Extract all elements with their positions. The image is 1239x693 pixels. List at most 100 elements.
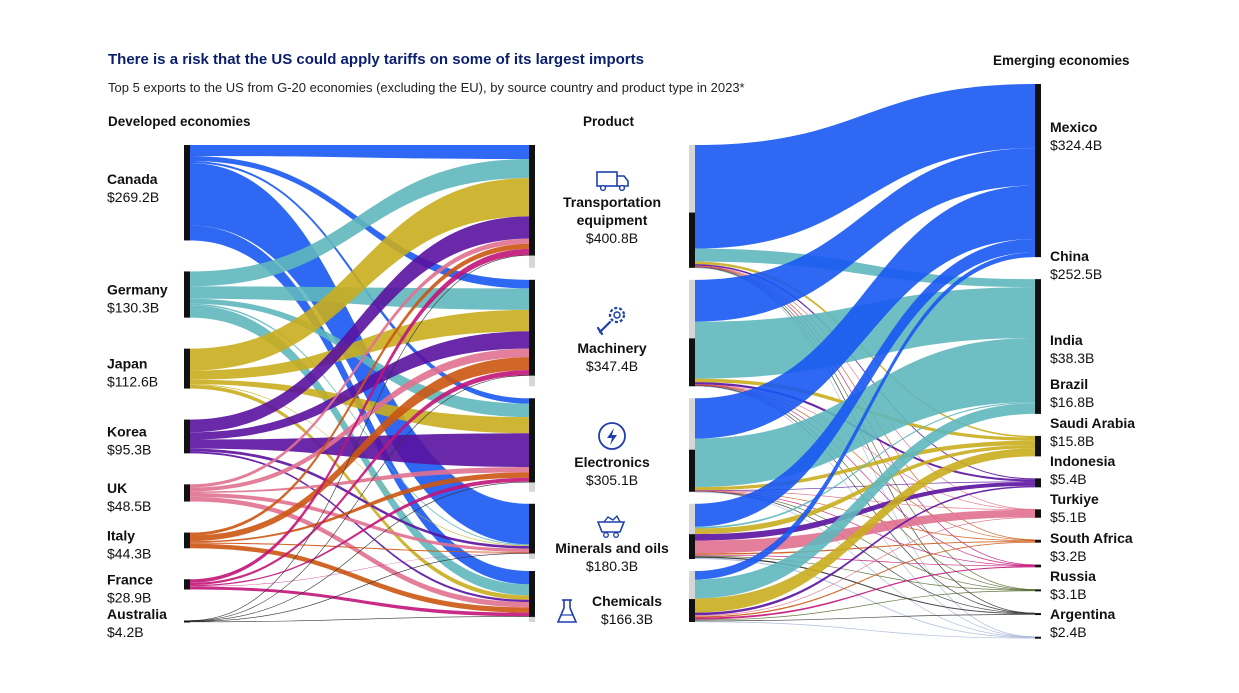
flow-japan-to-machinery xyxy=(190,309,529,380)
italy-value: $44.3B xyxy=(107,545,151,561)
flow-chemicals-to-saudi-arabia xyxy=(694,517,1036,617)
france-label: France xyxy=(107,571,153,587)
flow-italy-to-electronics xyxy=(190,472,529,543)
product-track-right-minerals-and-oils xyxy=(689,503,695,560)
flow-korea-to-transportation-equipment xyxy=(190,216,529,433)
south-africa-value: $3.2B xyxy=(1050,548,1087,564)
flow-chemicals-to-indonesia xyxy=(695,541,1035,618)
node-bar-australia xyxy=(184,620,190,623)
product-bar-left-transportation-equipment xyxy=(529,145,535,256)
node-bar-korea xyxy=(184,419,190,454)
flow-minerals-and-oils-to-indonesia xyxy=(695,541,1035,555)
node-bar-indonesia xyxy=(1035,539,1041,543)
product-header: Product xyxy=(583,114,635,129)
node-bar-turkiye xyxy=(1035,564,1041,568)
product-label-chemicals-line0: Chemicals xyxy=(592,593,662,609)
india-label: India xyxy=(1050,332,1083,348)
argentina-value: $2.4B xyxy=(1050,624,1087,640)
flow-australia-to-machinery xyxy=(189,375,530,622)
uk-label: UK xyxy=(107,480,127,496)
russia-label: Russia xyxy=(1050,568,1096,584)
flow-chemicals-to-russia xyxy=(694,614,1036,622)
flows-product-to-emerging xyxy=(694,84,1036,639)
node-bar-germany xyxy=(184,271,190,318)
flow-uk-to-chemicals xyxy=(190,496,529,608)
node-bar-china xyxy=(1035,279,1041,414)
south-africa-label: South Africa xyxy=(1050,530,1133,546)
product-label-electronics-line0: Electronics xyxy=(574,454,650,470)
flow-chemicals-to-china xyxy=(695,403,1035,599)
korea-value: $95.3B xyxy=(107,441,151,457)
india-value: $38.3B xyxy=(1050,350,1094,366)
flow-chemicals-to-argentina xyxy=(694,621,1036,639)
node-bar-south-africa xyxy=(1035,589,1041,592)
node-bar-india xyxy=(1035,435,1041,457)
flows-developed-to-product xyxy=(189,145,530,623)
product-label-transportation-equipment-line1: equipment xyxy=(577,212,648,228)
argentina-label: Argentina xyxy=(1050,606,1116,622)
product-label-transportation-equipment-line0: Transportation xyxy=(563,194,661,210)
product-bar-right-transportation-equipment xyxy=(689,212,695,268)
node-bar-argentina xyxy=(1035,636,1041,639)
node-bar-france xyxy=(184,579,190,590)
product-track-right-transportation-equipment xyxy=(689,145,695,268)
product-icons xyxy=(556,171,629,623)
flow-japan-to-minerals-and-oils xyxy=(190,384,529,546)
flow-italy-to-minerals-and-oils xyxy=(190,542,529,553)
product-label-machinery-line0: Machinery xyxy=(577,340,646,356)
flow-japan-to-chemicals xyxy=(190,384,529,600)
flow-france-to-minerals-and-oils xyxy=(190,552,529,587)
node-bar-russia xyxy=(1035,613,1041,616)
australia-label: Australia xyxy=(107,606,167,622)
flow-germany-to-transportation-equipment xyxy=(190,159,529,287)
flow-italy-to-chemicals xyxy=(190,543,529,613)
russia-value: $3.1B xyxy=(1050,586,1087,602)
flow-electronics-to-mexico xyxy=(695,185,1035,439)
flow-minerals-and-oils-to-turkiye xyxy=(694,554,1036,567)
flow-italy-to-machinery xyxy=(190,357,529,542)
node-bar-mexico xyxy=(1035,84,1041,258)
product-value-machinery: $347.4B xyxy=(586,358,638,374)
flow-minerals-and-oils-to-russia xyxy=(695,556,1035,615)
node-bar-canada xyxy=(184,145,190,241)
developed-header: Developed economies xyxy=(108,114,251,129)
mexico-value: $324.4B xyxy=(1050,137,1102,153)
mining-cart-icon xyxy=(596,514,626,538)
flow-transportation-equipment-to-mexico xyxy=(695,84,1035,249)
indonesia-value: $5.4B xyxy=(1050,471,1087,487)
flow-france-to-chemicals xyxy=(190,586,529,617)
product-label-minerals-and-oils-line0: Minerals and oils xyxy=(555,540,669,556)
saudi-arabia-value: $15.8B xyxy=(1050,433,1094,449)
flow-minerals-and-oils-to-china xyxy=(695,402,1035,529)
germany-value: $130.3B xyxy=(107,300,159,316)
product-bar-right-electronics xyxy=(689,449,695,492)
truck-icon xyxy=(596,171,629,192)
korea-label: Korea xyxy=(107,423,147,439)
flow-australia-to-minerals-and-oils xyxy=(189,553,530,622)
flow-france-to-electronics xyxy=(190,477,529,587)
flow-machinery-to-mexico xyxy=(695,148,1035,322)
product-value-transportation-equipment: $400.8B xyxy=(586,230,638,246)
turkiye-label: Turkiye xyxy=(1050,491,1099,507)
flow-uk-to-transportation-equipment xyxy=(190,238,529,488)
emerging-header: Emerging economies xyxy=(993,53,1130,68)
lightning-icon xyxy=(598,422,626,450)
product-value-electronics: $305.1B xyxy=(586,472,638,488)
product-track-right-chemicals xyxy=(689,571,695,622)
uk-value: $48.5B xyxy=(107,498,151,514)
flow-minerals-and-oils-to-brazil xyxy=(695,482,1035,541)
flow-electronics-to-indonesia xyxy=(695,490,1035,542)
flow-australia-to-chemicals xyxy=(189,616,530,623)
flow-france-to-machinery xyxy=(190,370,529,586)
flow-minerals-and-oils-to-mexico xyxy=(695,238,1035,527)
flow-chemicals-to-india xyxy=(695,448,1035,613)
china-value: $252.5B xyxy=(1050,266,1102,282)
canada-label: Canada xyxy=(107,171,158,187)
australia-value: $4.2B xyxy=(107,624,144,640)
flow-germany-to-minerals-and-oils xyxy=(190,303,529,546)
japan-label: Japan xyxy=(107,356,147,372)
node-bar-japan xyxy=(184,348,190,389)
mexico-label: Mexico xyxy=(1050,119,1097,135)
product-track-right-electronics xyxy=(689,398,695,492)
